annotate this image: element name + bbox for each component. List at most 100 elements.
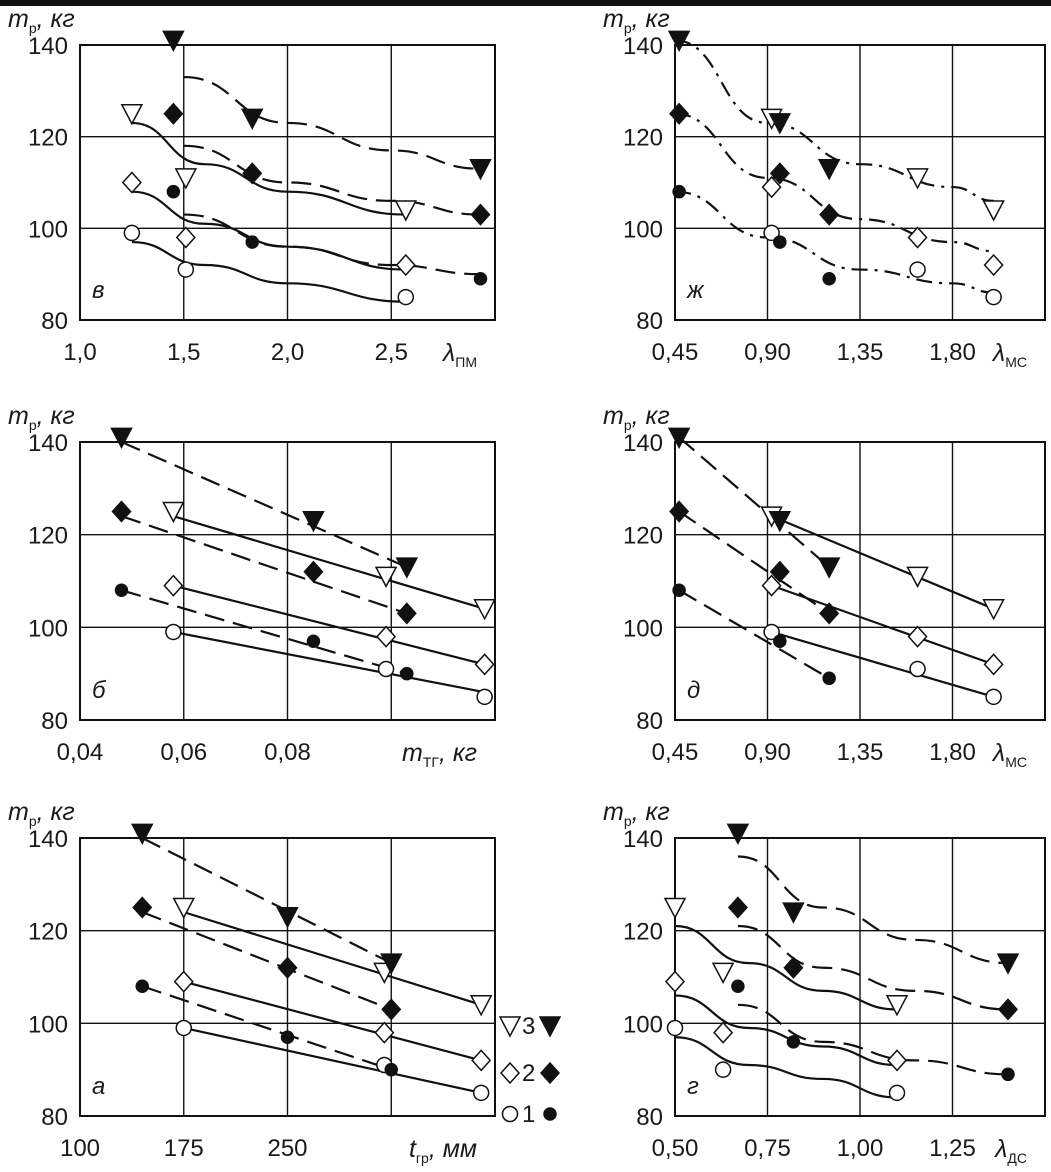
data-point-diamond-open — [121, 171, 142, 194]
x-tick-label: 0,04 — [57, 739, 104, 766]
data-point-circle-filled — [672, 184, 686, 199]
data-point-triangle-down-open — [469, 995, 493, 1017]
fit-line-diamond-filled — [183, 144, 481, 216]
x-tick-label: 2,5 — [375, 339, 408, 366]
data-point-diamond-filled — [163, 102, 184, 125]
panel-letter: б — [92, 677, 107, 704]
chart-panel-v: 80 100 120 140 1,0 1,5 2,0 2,5 mр, кг λПМ в — [8, 5, 496, 370]
fit-line-diamond-filled — [737, 924, 1009, 1011]
y-axis-label: mр, кг — [603, 402, 670, 433]
plot-frame — [79, 837, 496, 1117]
x-tick-label: 0,75 — [744, 1135, 791, 1162]
fit-line-circle-open — [131, 240, 406, 303]
data-point-diamond-filled — [769, 162, 790, 185]
fit-line-diamond-filled — [678, 510, 830, 615]
legend-marker-filled — [539, 1061, 561, 1085]
fit-line-diamond-open — [131, 190, 406, 271]
legend-entry-1 — [501, 1105, 557, 1123]
data-point-triangle-down-open — [906, 168, 929, 190]
data-point-circle-open — [666, 1019, 684, 1037]
x-tick-label: 1,35 — [837, 739, 884, 766]
data-point-diamond-filled — [819, 203, 840, 226]
data-point-circle-filled — [135, 979, 149, 994]
fit-line-triangle-down-open — [183, 911, 482, 1006]
data-point-diamond-filled — [242, 162, 263, 185]
data-point-diamond-filled — [769, 560, 790, 583]
data-point-diamond-filled — [396, 602, 417, 625]
x-tick-label: 1,80 — [929, 339, 976, 366]
data-point-diamond-open — [761, 175, 782, 199]
data-point-circle-open — [177, 261, 195, 278]
chart-panel-d: 80 100 120 140 0,45 0,90 1,35 1,80 mр, кг λМС д — [603, 402, 1046, 770]
data-point-diamond-open — [163, 574, 184, 597]
data-point-triangle-down-open — [473, 599, 496, 621]
data-point-circle-filled — [384, 1062, 398, 1077]
legend-entry-2 — [499, 1061, 561, 1085]
y-tick-label: 80 — [636, 708, 663, 735]
x-axis-label: λДС — [993, 1135, 1027, 1166]
data-point-circle-filled — [786, 1035, 801, 1049]
x-tick-label: 175 — [164, 1135, 204, 1162]
legend-entry-3 — [498, 1016, 562, 1038]
data-point-circle-filled — [306, 634, 321, 648]
y-tick-label: 80 — [636, 1104, 663, 1131]
y-tick-label: 100 — [623, 615, 663, 642]
fit-line-diamond-open — [674, 112, 994, 253]
data-point-circle-filled — [280, 1030, 295, 1044]
x-tick-label: 2,0 — [271, 339, 304, 366]
legend-label-1: 1 — [522, 1101, 535, 1128]
data-point-circle-open — [476, 688, 493, 706]
y-tick-label: 120 — [623, 125, 663, 152]
data-point-circle-open — [985, 288, 1002, 306]
data-point-triangle-down-filled — [131, 823, 154, 845]
data-point-triangle-down-filled — [817, 159, 841, 181]
fit-line-circle-filled — [141, 985, 392, 1071]
fit-line-diamond-open — [173, 584, 485, 666]
panel-letter: г — [687, 1073, 699, 1100]
y-tick-label: 120 — [28, 125, 68, 152]
data-point-diamond-open — [983, 653, 1004, 676]
legend: 3 2 1 — [498, 1013, 562, 1128]
fit-line-triangle-down-open — [771, 515, 995, 610]
legend-marker-filled — [543, 1107, 557, 1121]
data-point-diamond-filled — [669, 102, 690, 125]
x-tick-label: 0,06 — [160, 739, 207, 766]
fit-line-circle-filled — [183, 213, 481, 276]
data-point-diamond-filled — [111, 500, 132, 523]
data-point-triangle-down-open — [663, 897, 687, 920]
data-point-circle-filled — [1001, 1067, 1015, 1082]
y-tick-label: 80 — [41, 308, 68, 335]
data-point-diamond-open — [471, 1049, 492, 1072]
fit-line-diamond-open — [183, 980, 482, 1062]
y-tick-label: 140 — [623, 33, 663, 60]
figure-top-bar — [0, 0, 1051, 6]
data-point-triangle-down-filled — [768, 511, 792, 533]
data-point-circle-filled — [773, 634, 787, 648]
panel-letter: в — [92, 277, 105, 304]
chart-panel-g: 80 100 120 140 0,50 0,75 1,00 1,25 mр, кг λДС г — [603, 798, 1046, 1166]
x-tick-label: 0,08 — [264, 739, 311, 766]
fit-line-triangle-down-filled — [678, 436, 830, 568]
y-tick-label: 120 — [28, 523, 68, 550]
y-tick-label: 80 — [41, 708, 68, 735]
data-point-triangle-down-open — [394, 200, 418, 222]
x-axis-label: λМС — [991, 739, 1027, 770]
plot-frame — [79, 44, 496, 321]
grid-lines — [675, 45, 1045, 320]
data-point-triangle-down-filled — [726, 823, 750, 845]
grid-lines — [80, 442, 495, 720]
data-point-circle-filled — [822, 272, 836, 286]
x-axis-label: tгр, мм — [409, 1135, 477, 1166]
fit-line-circle-open — [173, 630, 485, 694]
data-point-diamond-open — [886, 1049, 908, 1072]
data-point-diamond-open — [761, 574, 782, 597]
data-point-circle-filled — [473, 272, 488, 286]
data-point-diamond-open — [474, 653, 495, 676]
fit-line-diamond-filled — [141, 911, 392, 1011]
legend-label-2: 2 — [522, 1060, 535, 1087]
y-tick-label: 100 — [623, 1011, 663, 1038]
data-point-circle-filled — [731, 979, 745, 994]
x-tick-label: 100 — [60, 1135, 100, 1162]
fit-line-triangle-down-open — [674, 39, 994, 202]
